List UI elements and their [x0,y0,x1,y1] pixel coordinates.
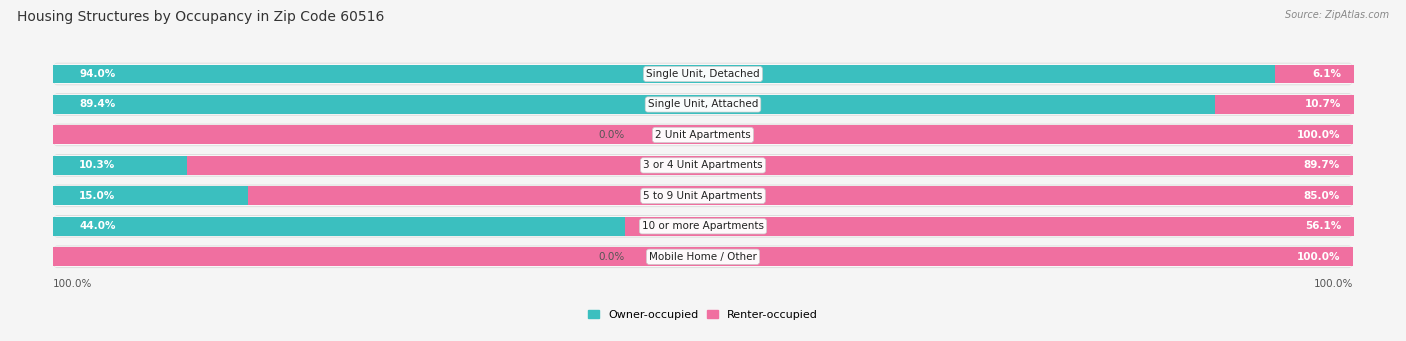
Text: 10.3%: 10.3% [79,160,115,170]
FancyBboxPatch shape [53,124,1353,145]
Text: 100.0%: 100.0% [1313,279,1353,289]
Text: 100.0%: 100.0% [1296,252,1340,262]
FancyBboxPatch shape [53,64,1353,84]
Bar [53,125,1353,144]
Text: Source: ZipAtlas.com: Source: ZipAtlas.com [1285,10,1389,20]
FancyBboxPatch shape [53,247,1353,267]
Text: 2 Unit Apartments: 2 Unit Apartments [655,130,751,140]
FancyBboxPatch shape [53,94,1353,115]
Legend: Owner-occupied, Renter-occupied: Owner-occupied, Renter-occupied [583,305,823,324]
Text: 100.0%: 100.0% [1296,130,1340,140]
Text: 94.0%: 94.0% [79,69,115,79]
Text: 10.7%: 10.7% [1305,100,1341,109]
Text: Single Unit, Detached: Single Unit, Detached [647,69,759,79]
Bar [53,187,247,205]
Text: 6.1%: 6.1% [1312,69,1341,79]
Bar [53,64,1275,84]
Text: 56.1%: 56.1% [1305,221,1341,231]
Bar [1275,64,1354,84]
FancyBboxPatch shape [53,215,1353,238]
Text: 0.0%: 0.0% [599,252,626,262]
Text: 15.0%: 15.0% [79,191,115,201]
Bar [247,187,1353,205]
Text: Mobile Home / Other: Mobile Home / Other [650,252,756,262]
Bar [187,156,1353,175]
Bar [53,156,187,175]
Text: 0.0%: 0.0% [599,130,626,140]
Text: 3 or 4 Unit Apartments: 3 or 4 Unit Apartments [643,160,763,170]
Bar [1215,95,1354,114]
FancyBboxPatch shape [53,246,1353,268]
FancyBboxPatch shape [53,216,1353,237]
Text: 44.0%: 44.0% [79,221,115,231]
FancyBboxPatch shape [53,155,1353,176]
Bar [53,95,1215,114]
FancyBboxPatch shape [53,93,1353,116]
Bar [53,247,1353,266]
Text: Single Unit, Attached: Single Unit, Attached [648,100,758,109]
Bar [626,217,1354,236]
Text: 10 or more Apartments: 10 or more Apartments [643,221,763,231]
Bar [53,217,626,236]
FancyBboxPatch shape [53,154,1353,177]
Text: 85.0%: 85.0% [1303,191,1340,201]
Text: 89.4%: 89.4% [79,100,115,109]
Text: Housing Structures by Occupancy in Zip Code 60516: Housing Structures by Occupancy in Zip C… [17,10,384,24]
Text: 100.0%: 100.0% [53,279,93,289]
Text: 5 to 9 Unit Apartments: 5 to 9 Unit Apartments [644,191,762,201]
FancyBboxPatch shape [53,124,1353,146]
FancyBboxPatch shape [53,63,1353,85]
FancyBboxPatch shape [53,184,1353,207]
Text: 89.7%: 89.7% [1303,160,1340,170]
FancyBboxPatch shape [53,186,1353,206]
